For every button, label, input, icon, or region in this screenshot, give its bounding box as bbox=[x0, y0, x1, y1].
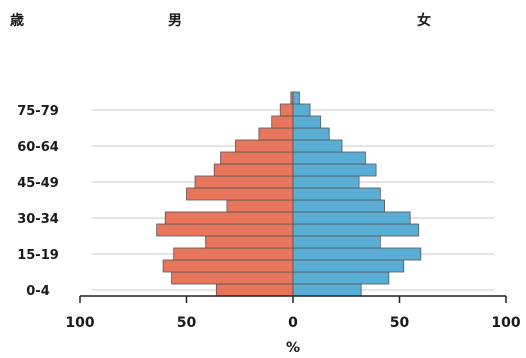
male-bar bbox=[194, 175, 294, 189]
x-tick-label: 50 bbox=[390, 315, 410, 331]
female-bar bbox=[292, 127, 330, 141]
x-tick-label: 0 bbox=[288, 315, 298, 331]
female-bar bbox=[292, 103, 311, 117]
male-bar bbox=[220, 151, 294, 165]
x-tick-label: 100 bbox=[491, 315, 520, 331]
x-tick-label: 100 bbox=[65, 315, 94, 331]
female-bar bbox=[292, 247, 422, 261]
female-bar bbox=[292, 139, 343, 153]
female-bar bbox=[292, 163, 377, 177]
female-bar bbox=[292, 283, 362, 297]
female-bar bbox=[292, 151, 366, 165]
male-bar bbox=[162, 259, 294, 273]
y-tick-label: 45-49 bbox=[17, 176, 59, 191]
x-tick-label: 50 bbox=[177, 315, 197, 331]
male-bar bbox=[173, 247, 294, 261]
male-bar bbox=[279, 103, 294, 117]
female-bar bbox=[292, 175, 360, 189]
male-bar bbox=[156, 223, 294, 237]
male-label: 男 bbox=[168, 13, 182, 29]
female-bar bbox=[292, 271, 390, 285]
y-tick-label: 60-64 bbox=[17, 140, 59, 155]
y-tick-label: 0-4 bbox=[26, 284, 50, 299]
female-bar bbox=[292, 259, 405, 273]
female-bar bbox=[292, 199, 385, 213]
y-axis-title: 歳 bbox=[10, 12, 24, 29]
female-bar bbox=[292, 223, 420, 237]
female-bar bbox=[292, 187, 381, 201]
female-bar bbox=[292, 91, 300, 105]
bars bbox=[156, 91, 422, 297]
y-tick-label: 75-79 bbox=[17, 104, 59, 119]
male-bar bbox=[226, 199, 294, 213]
male-bar bbox=[171, 271, 294, 285]
male-bar bbox=[213, 163, 294, 177]
female-bar bbox=[292, 235, 381, 249]
y-tick-label: 15-19 bbox=[17, 248, 59, 263]
male-bar bbox=[186, 187, 294, 201]
male-bar bbox=[215, 283, 294, 297]
x-axis-label: % bbox=[286, 340, 300, 356]
male-bar bbox=[205, 235, 294, 249]
axes: 0-4 15-19 30-34 45-49 60-64 75-79 100 50 0 50 100 bbox=[17, 104, 521, 331]
male-bar bbox=[235, 139, 294, 153]
male-bar bbox=[164, 211, 294, 225]
female-label: 女 bbox=[417, 12, 431, 29]
female-bar bbox=[292, 115, 322, 129]
male-bar bbox=[271, 115, 294, 129]
female-bar bbox=[292, 211, 411, 225]
y-tick-label: 30-34 bbox=[17, 212, 59, 227]
male-bar bbox=[258, 127, 294, 141]
